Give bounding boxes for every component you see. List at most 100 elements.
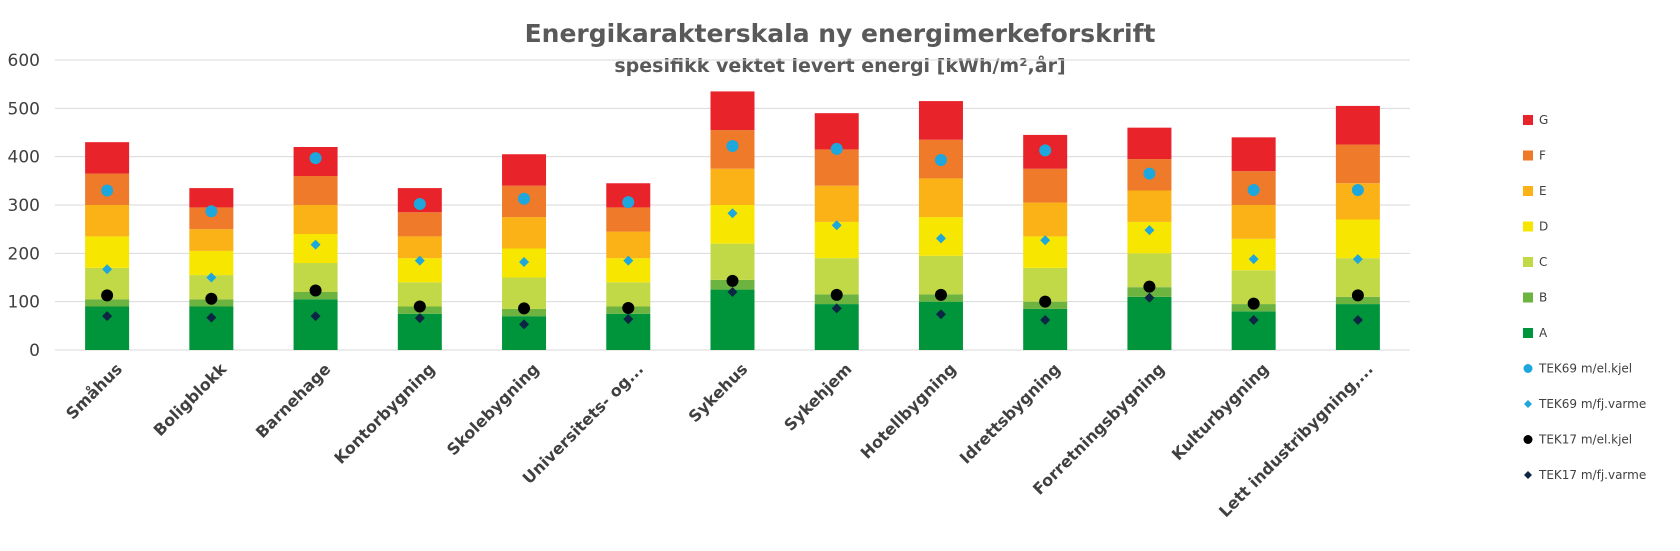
bar-segment-E-3 (397, 236, 442, 259)
marker-tek69-m-el-kjel-4 (518, 192, 531, 205)
bar-segment-G-1 (189, 188, 234, 208)
bar-segment-F-5 (606, 207, 651, 232)
marker-tek17-m-el-kjel-3 (413, 300, 426, 313)
marker-tek69-m-el-kjel-7 (830, 142, 843, 155)
marker-tek17-m-el-kjel-4 (518, 302, 531, 315)
bar-segment-C-7 (814, 258, 859, 295)
marker-tek17-m-el-kjel-6 (726, 274, 739, 287)
legend-label: F (1539, 149, 1546, 163)
bar-segment-E-6 (710, 168, 755, 205)
legend-label: E (1539, 184, 1547, 198)
marker-tek69-m-el-kjel-11 (1247, 184, 1260, 197)
marker-tek69-m-el-kjel-12 (1351, 184, 1364, 197)
y-axis-ticks: 0 100 200 300 400 500 600 (8, 51, 40, 361)
legend-swatch-E (1523, 186, 1533, 196)
bar-segment-C-8 (918, 255, 963, 295)
bar-segment-G-11 (1231, 137, 1276, 172)
marker-tek17-m-el-kjel-10 (1143, 280, 1156, 293)
bar-segment-E-8 (918, 178, 963, 218)
marker-tek69-m-el-kjel-1 (205, 205, 218, 218)
y-tick-label: 500 (8, 99, 40, 119)
legend-swatch-G (1523, 115, 1533, 125)
y-tick-label: 100 (8, 293, 40, 313)
marker-tek69-m-el-kjel-0 (101, 184, 114, 197)
y-tick-label: 0 (29, 341, 40, 361)
bar-segment-F-7 (814, 149, 859, 186)
marker-tek17-m-fj-varme-4 (519, 319, 530, 330)
marker-tek69-m-fj-varme-2 (310, 239, 321, 250)
marker-tek17-m-el-kjel-2 (309, 284, 322, 297)
marker-tek17-m-fj-varme-9 (1040, 315, 1051, 326)
marker-tek17-m-el-kjel-9 (1039, 295, 1052, 308)
legend-label: A (1539, 326, 1548, 340)
bar-segment-F-9 (1023, 168, 1068, 203)
bar-segment-E-10 (1127, 190, 1172, 222)
marker-tek69-m-el-kjel-3 (413, 198, 426, 211)
marker-tek69-m-fj-varme-11 (1248, 254, 1259, 265)
bar-segment-E-5 (606, 231, 651, 259)
legend-label: TEK69 m/fj.varme (1538, 397, 1646, 411)
marker-tek17-m-el-kjel-7 (830, 288, 843, 301)
marker-tek17-m-fj-varme-7 (831, 303, 842, 314)
legend: G F E D C B A TEK69 m/el.kjel TEK69 m/fj.varme TE… (1523, 113, 1646, 482)
marker-tek17-m-el-kjel-0 (101, 289, 114, 302)
bar-segment-G-0 (85, 142, 130, 174)
bar-segment-G-12 (1335, 105, 1380, 145)
bar-segment-E-9 (1023, 202, 1068, 237)
marker-tek69-m-fj-varme-7 (831, 220, 842, 231)
y-tick-label: 400 (8, 148, 40, 168)
legend-label: TEK69 m/el.kjel (1538, 362, 1632, 376)
marker-tek69-m-el-kjel-5 (622, 196, 635, 209)
marker-tek69-m-fj-varme-12 (1352, 254, 1363, 265)
marker-tek17-m-el-kjel-1 (205, 292, 218, 305)
marker-tek69-m-fj-varme-0 (102, 264, 113, 275)
legend-swatch-F (1523, 150, 1533, 161)
legend-marker-tek17-m-fj-varme (1524, 471, 1532, 479)
marker-tek17-m-fj-varme-5 (623, 314, 634, 325)
marker-tek69-m-fj-varme-4 (519, 257, 530, 268)
bar-segment-A-6 (710, 289, 755, 350)
bar-segment-E-11 (1231, 205, 1276, 239)
bar-segment-B-0 (85, 299, 130, 307)
marker-tek17-m-el-kjel-12 (1351, 289, 1364, 302)
marker-tek17-m-fj-varme-0 (102, 311, 113, 322)
bar-segment-E-7 (814, 185, 859, 222)
bar-segment-G-4 (502, 154, 547, 186)
marker-tek17-m-fj-varme-2 (310, 311, 321, 322)
bar-segment-D-12 (1335, 219, 1380, 259)
bar-segment-E-0 (85, 205, 130, 237)
bar-segment-C-6 (710, 243, 755, 280)
chart-subtitle: spesifikk vektet levert energi [kWh/m²,å… (614, 53, 1065, 77)
legend-label: G (1539, 113, 1548, 127)
legend-marker-tek17-m-el-kjel (1523, 435, 1533, 444)
legend-marker-tek69-m-el-kjel (1523, 364, 1533, 373)
marker-tek69-m-fj-varme-3 (414, 255, 425, 266)
bar-segment-A-8 (918, 301, 963, 350)
marker-tek69-m-el-kjel-2 (309, 152, 322, 165)
legend-swatch-C (1523, 257, 1533, 267)
bar-segment-E-1 (189, 229, 234, 251)
bar-segment-A-12 (1335, 304, 1380, 350)
bar-segment-A-2 (293, 299, 338, 350)
chart-title: Energikarakterskala ny energimerkeforskr… (525, 19, 1156, 48)
marker-tek69-m-fj-varme-10 (1144, 225, 1155, 236)
marker-tek69-m-el-kjel-8 (934, 154, 947, 167)
bar-segment-F-3 (397, 212, 442, 237)
marker-tek17-m-fj-varme-1 (206, 312, 217, 323)
legend-label: D (1539, 220, 1548, 234)
marker-tek69-m-fj-varme-6 (727, 208, 738, 219)
marker-tek17-m-fj-varme-12 (1352, 315, 1363, 326)
bar-segment-A-10 (1127, 296, 1172, 350)
marker-tek17-m-fj-varme-10 (1144, 292, 1155, 303)
marker-tek17-m-el-kjel-8 (934, 288, 947, 301)
bar-segment-D-1 (189, 250, 234, 276)
marker-tek69-m-el-kjel-6 (726, 140, 739, 153)
bar-segment-F-12 (1335, 144, 1380, 184)
marker-tek69-m-fj-varme-1 (206, 272, 217, 283)
legend-marker-tek69-m-fj-varme (1524, 400, 1532, 408)
legend-swatch-B (1523, 292, 1533, 303)
y-tick-label: 600 (8, 51, 40, 71)
legend-label: TEK17 m/fj.varme (1538, 468, 1646, 482)
legend-label: TEK17 m/el.kjel (1538, 433, 1632, 447)
